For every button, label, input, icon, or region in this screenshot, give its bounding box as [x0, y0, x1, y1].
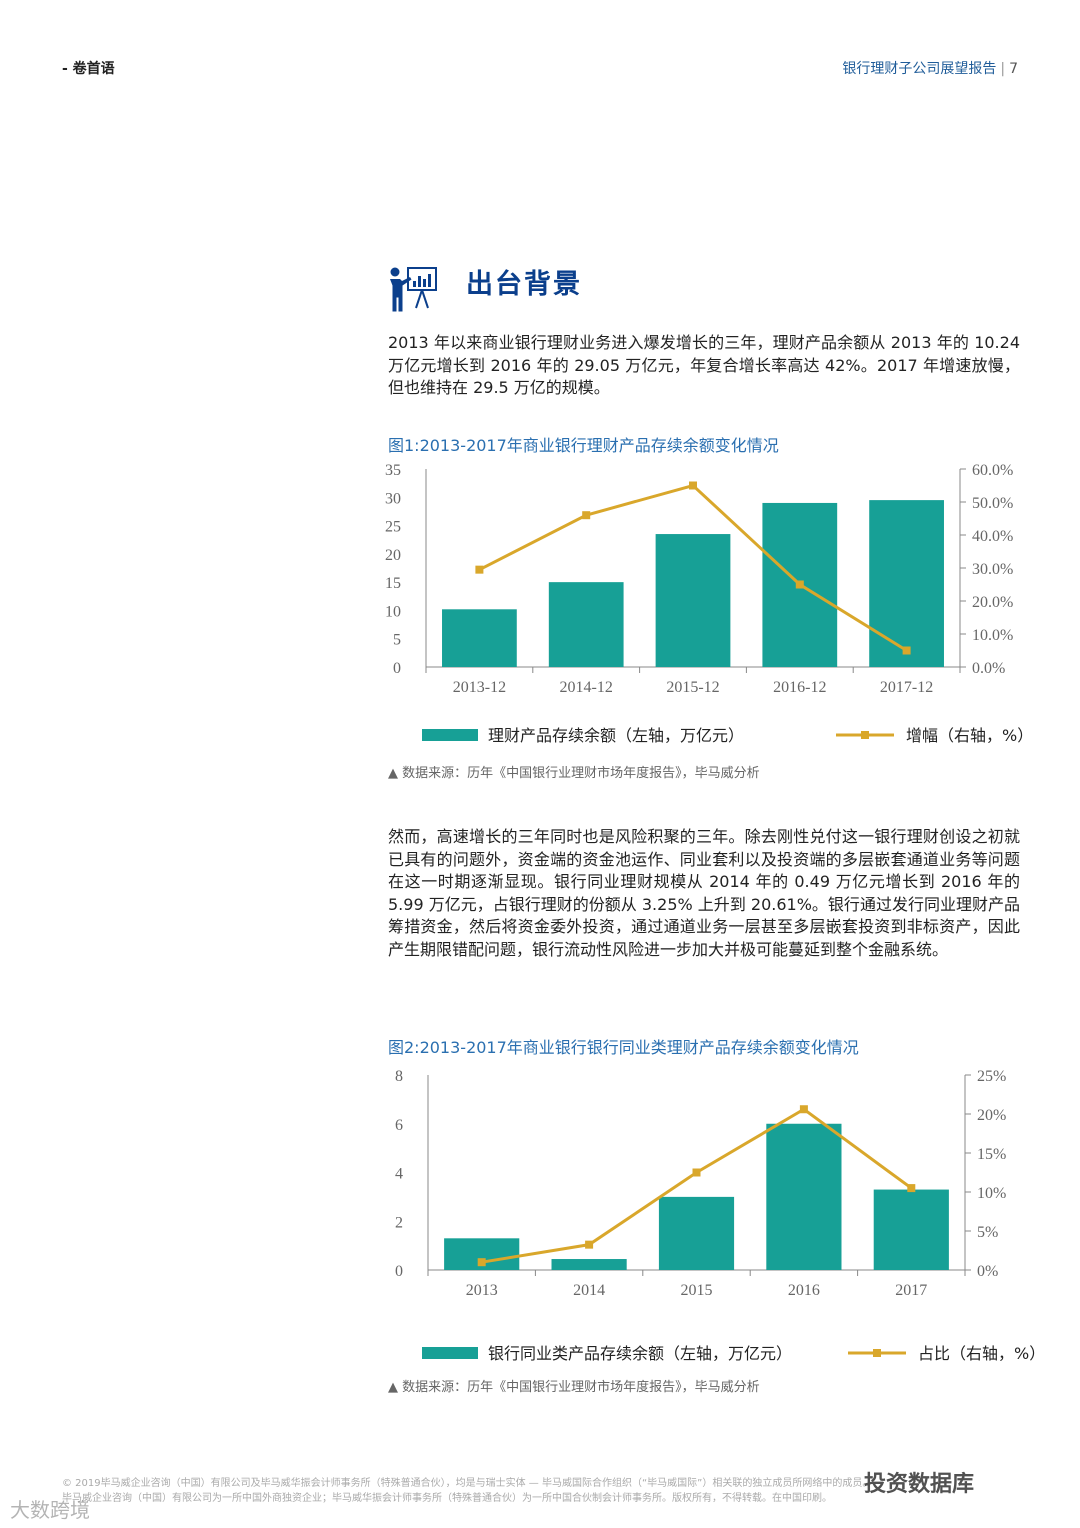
left-tick-label: 15 — [385, 575, 401, 592]
watermark-right: 投资数据库 — [864, 1472, 975, 1497]
line-point-2016 — [799, 1105, 808, 1114]
x-tick-label: 2015 — [681, 1282, 713, 1299]
left-tick-label: 30 — [385, 490, 401, 507]
right-tick-label: 10.0% — [972, 627, 1013, 644]
figure2-source: ▲ 数据来源：历年《中国银行业理财市场年度报告》，毕马威分析 — [388, 1380, 760, 1395]
header-separator: | — [1000, 61, 1006, 77]
figure2-chart: 0 2 4 6 8 0% 5% 10% 15% 20% 25% 2013 2014 2015 2016 201… — [395, 1068, 1045, 1363]
legend-bar-swatch — [422, 1347, 478, 1359]
x-tick-label: 2013-12 — [453, 679, 506, 696]
right-tick-label: 40.0% — [972, 528, 1013, 545]
bar-2017-12 — [869, 500, 944, 667]
line-point-2013-12 — [475, 565, 484, 574]
section-title: 出台背景 — [466, 269, 582, 300]
bar-2015-12 — [655, 534, 731, 667]
line-point-2017-12 — [902, 646, 911, 655]
x-tick-label: 2013 — [466, 1282, 498, 1299]
x-tick-label: 2016-12 — [773, 679, 826, 696]
running-header: 银行理财子公司展望报告 | 7 — [842, 58, 1018, 78]
line-point-2015 — [692, 1168, 701, 1177]
right-tick-label: 20.0% — [972, 594, 1013, 611]
bar-2013-12 — [442, 609, 517, 667]
right-tick-label: 50.0% — [972, 495, 1013, 512]
right-tick-label: 15% — [977, 1146, 1006, 1163]
left-tick-label: 20 — [385, 547, 401, 564]
x-tick-label: 2014-12 — [560, 679, 613, 696]
watermark-left: 大数跨境 — [10, 1498, 90, 1522]
figure1-source: ▲ 数据来源：历年《中国银行业理财市场年度报告》，毕马威分析 — [388, 766, 760, 781]
x-tick-label: 2015-12 — [666, 679, 719, 696]
left-tick-label: 0 — [395, 1263, 403, 1280]
bar-2014 — [551, 1259, 627, 1270]
line-point-2013 — [477, 1258, 486, 1267]
left-tick-label: 25 — [385, 519, 401, 536]
figure1-title: 图1:2013-2017年商业银行理财产品存续余额变化情况 — [388, 436, 779, 455]
right-tick-label: 0.0% — [972, 660, 1005, 677]
legend-line-marker — [861, 731, 869, 739]
legend-line-label: 占比（右轴，%） — [918, 1344, 1045, 1363]
legend-line-label: 增幅（右轴，%） — [906, 726, 1033, 745]
left-tick-label: 4 — [395, 1166, 403, 1183]
line-point-2016-12 — [795, 580, 804, 589]
left-tick-label: 8 — [395, 1068, 403, 1085]
right-tick-label: 60.0% — [972, 462, 1013, 479]
bar-2014-12 — [548, 582, 624, 667]
right-tick-label: 0% — [977, 1263, 998, 1280]
legend-line-marker — [873, 1349, 881, 1357]
left-tick-label: 2 — [395, 1214, 403, 1231]
right-tick-label: 10% — [977, 1185, 1006, 1202]
x-tick-label: 2017-12 — [880, 679, 933, 696]
bar-2017 — [873, 1189, 949, 1270]
left-tick-label: 6 — [395, 1117, 403, 1134]
figure1-chart: 0 5 10 15 20 25 30 35 0.0% 10.0% 20.0% 30.0% 40.0% 50… — [385, 462, 1033, 745]
x-tick-label: 2014 — [573, 1282, 605, 1299]
right-tick-label: 5% — [977, 1224, 998, 1241]
line-point-2015-12 — [689, 481, 697, 490]
copyright-footer: © 2019毕马威企业咨询（中国）有限公司及毕马威华振会计师事务所（特殊普通合伙… — [62, 1478, 873, 1504]
report-title: 银行理财子公司展望报告 — [842, 61, 997, 77]
left-tick-label: 35 — [385, 462, 401, 479]
section-label: - 卷首语 — [62, 61, 115, 77]
bar-2015 — [658, 1196, 735, 1270]
left-tick-label: 5 — [393, 632, 401, 649]
line-point-2014-12 — [582, 511, 591, 520]
legend-bar-label: 理财产品存续余额（左轴，万亿元） — [488, 726, 744, 745]
intro-paragraph: 2013 年以来商业银行理财业务进入爆发增长的三年，理财产品余额从 2013 年… — [388, 333, 1020, 397]
line-point-2014 — [585, 1240, 594, 1249]
line-point-2017 — [907, 1184, 916, 1193]
x-tick-label: 2016 — [788, 1282, 820, 1299]
legend-bar-label: 银行同业类产品存续余额（左轴，万亿元） — [488, 1344, 792, 1363]
bar-2016 — [766, 1123, 842, 1270]
right-tick-label: 20% — [977, 1107, 1006, 1124]
page-number: 7 — [1009, 61, 1018, 77]
risk-paragraph: 然而，高速增长的三年同时也是风险积聚的三年。除去刚性兑付这一银行理财创设之初就已… — [388, 827, 1020, 959]
left-tick-label: 10 — [385, 603, 401, 620]
right-tick-label: 30.0% — [972, 561, 1013, 578]
figure2-title: 图2:2013-2017年商业银行银行同业类理财产品存续余额变化情况 — [388, 1038, 859, 1057]
x-tick-label: 2017 — [895, 1282, 927, 1299]
presentation-icon — [390, 267, 437, 312]
right-tick-label: 25% — [977, 1068, 1006, 1085]
legend-bar-swatch — [422, 729, 478, 741]
left-tick-label: 0 — [393, 660, 401, 677]
